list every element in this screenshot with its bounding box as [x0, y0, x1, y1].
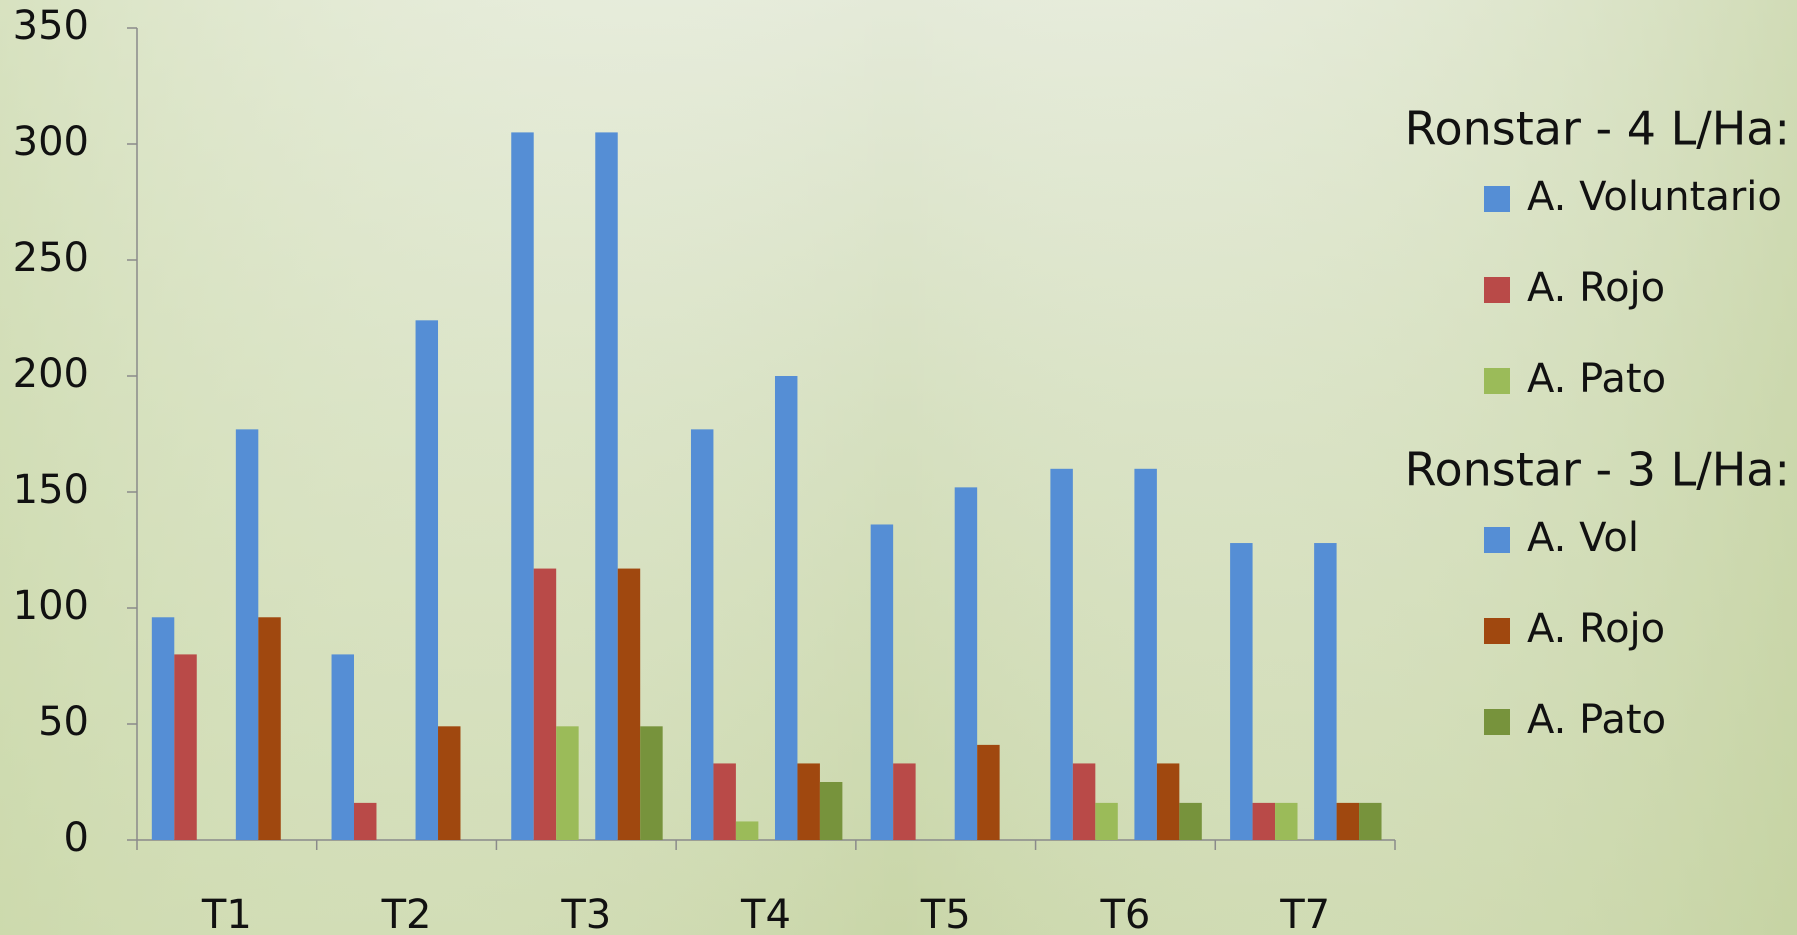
legend-label: A. Pato	[1527, 697, 1666, 743]
x-tick-label: T6	[1099, 892, 1150, 935]
bar	[1095, 802, 1118, 840]
bar	[1314, 543, 1337, 840]
bar	[1134, 468, 1157, 840]
bar	[870, 524, 894, 840]
bar	[690, 429, 714, 840]
y-tick-label: 150	[13, 467, 89, 513]
bar	[331, 654, 355, 840]
bar	[1336, 802, 1360, 840]
x-tick-label: T7	[1279, 892, 1330, 935]
bar	[174, 654, 197, 840]
bar	[735, 821, 759, 840]
x-tick-label: T4	[740, 892, 791, 935]
y-tick-label: 300	[13, 119, 89, 165]
bar	[354, 802, 377, 840]
bar	[415, 320, 439, 840]
legend-swatch	[1484, 368, 1510, 394]
bar	[1359, 802, 1382, 840]
legend-swatch	[1484, 618, 1510, 644]
bar	[797, 763, 820, 840]
x-tick-label: T5	[920, 892, 971, 935]
bar	[1252, 802, 1276, 840]
y-tick-label: 200	[13, 351, 89, 397]
bar	[438, 726, 461, 840]
bar	[258, 617, 281, 840]
x-tick-label: T1	[201, 892, 252, 935]
x-tick-label: T2	[381, 892, 432, 935]
bar	[1275, 802, 1298, 840]
bar	[235, 429, 259, 840]
bar	[595, 132, 618, 840]
y-tick-label: 100	[13, 583, 89, 629]
y-tick-label: 0	[64, 815, 89, 861]
legend-title: Ronstar - 3 L/Ha:	[1405, 443, 1790, 497]
bar	[556, 726, 579, 840]
legend-title: Ronstar - 4 L/Ha:	[1405, 102, 1790, 156]
bar	[774, 376, 798, 840]
legend-swatch	[1484, 527, 1510, 553]
bar	[893, 763, 916, 840]
bar	[954, 487, 978, 840]
bar	[713, 763, 736, 840]
legend-label: A. Pato	[1527, 356, 1666, 402]
bar	[819, 782, 843, 840]
bar	[1230, 543, 1253, 840]
bar	[1156, 763, 1180, 840]
bar	[533, 568, 557, 840]
legend-label: A. Rojo	[1527, 606, 1665, 652]
legend-swatch	[1484, 277, 1510, 303]
legend-label: A. Rojo	[1527, 265, 1665, 311]
bar	[977, 744, 1000, 840]
x-tick-label: T3	[560, 892, 611, 935]
bar	[1050, 468, 1073, 840]
bar	[511, 132, 534, 840]
bar	[640, 726, 663, 840]
y-tick-label: 250	[13, 235, 89, 281]
legend-label: A. Vol	[1527, 515, 1639, 561]
y-tick-label: 350	[13, 3, 89, 49]
legend-swatch	[1484, 186, 1510, 212]
bar	[1179, 802, 1202, 840]
bar	[1072, 763, 1096, 840]
y-tick-label: 50	[38, 699, 89, 745]
legend-swatch	[1484, 709, 1510, 735]
legend-label: A. Voluntario	[1527, 174, 1782, 220]
bar	[151, 617, 175, 840]
bar	[617, 568, 641, 840]
